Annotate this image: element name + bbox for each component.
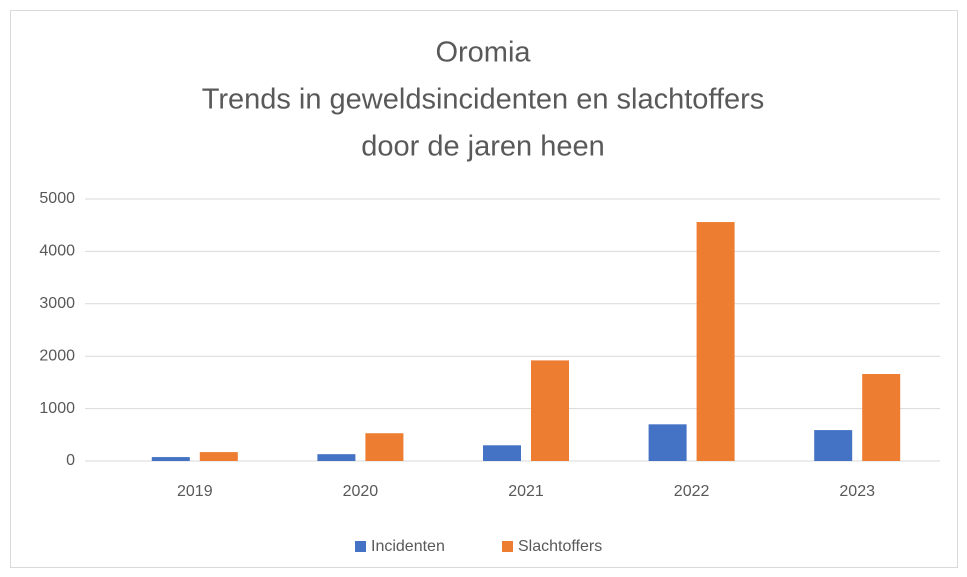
y-tick-label: 2000 (39, 347, 75, 364)
legend-swatch (502, 541, 513, 552)
bar (317, 454, 356, 461)
legend-swatch (355, 541, 366, 552)
bar (696, 222, 735, 461)
x-tick-label: 2020 (343, 483, 379, 500)
y-tick-label: 0 (66, 452, 75, 469)
y-tick-label: 4000 (39, 243, 75, 260)
legend-label: Incidenten (371, 538, 445, 555)
x-tick-label: 2023 (839, 483, 875, 500)
legend-label: Slachtoffers (518, 538, 602, 555)
bar (365, 433, 404, 461)
bar (199, 452, 238, 461)
y-tick-label: 3000 (39, 295, 75, 312)
x-tick-label: 2019 (177, 483, 213, 500)
y-tick-label: 1000 (39, 400, 75, 417)
chart-title: door de jaren heen (361, 131, 604, 163)
y-tick-label: 5000 (39, 190, 75, 207)
bar (862, 374, 901, 461)
x-tick-label: 2022 (674, 483, 710, 500)
bar (151, 457, 190, 461)
chart-title: Trends in geweldsincidenten en slachtoff… (202, 84, 765, 116)
chart-title: Oromia (435, 37, 531, 69)
bar (814, 430, 853, 461)
x-tick-label: 2021 (508, 483, 544, 500)
bar (648, 424, 687, 461)
bar (531, 360, 569, 461)
chart-border (10, 10, 958, 568)
bar (483, 445, 521, 461)
